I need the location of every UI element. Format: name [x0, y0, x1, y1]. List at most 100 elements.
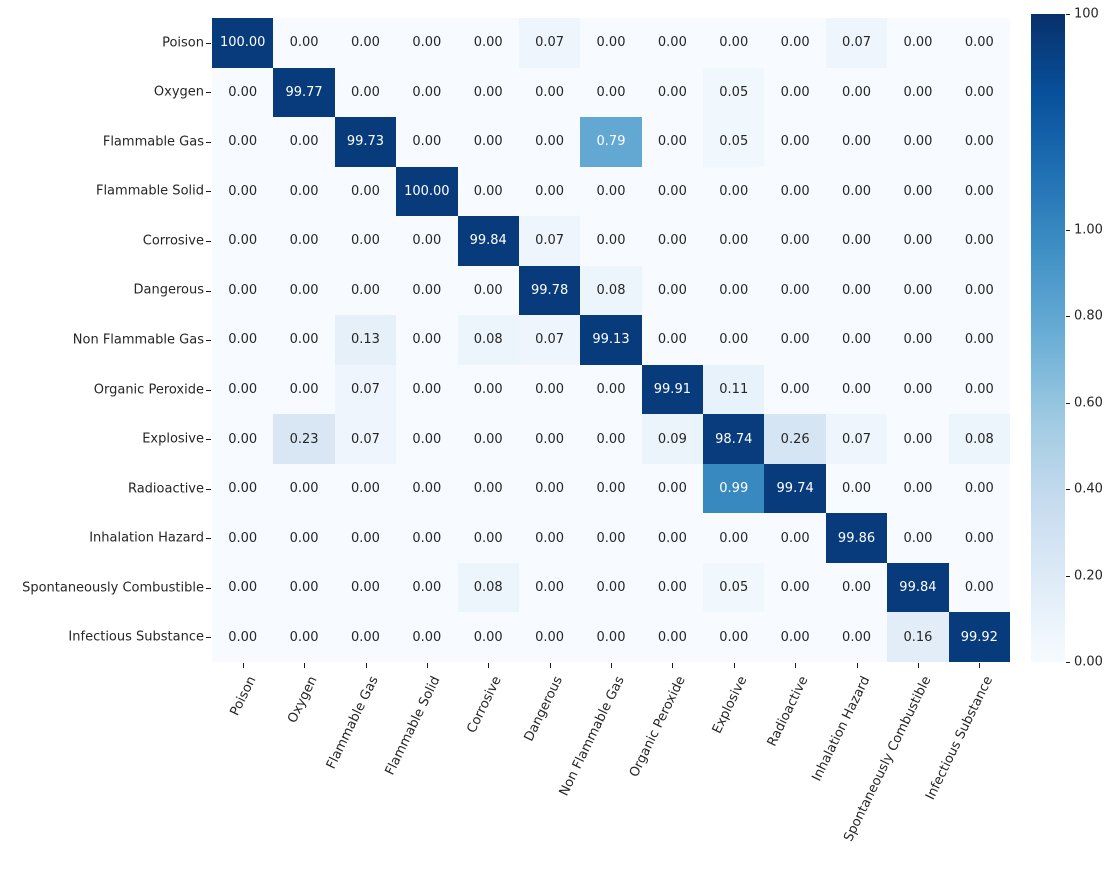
heatmap-cell: 0.00	[887, 414, 949, 464]
heatmap-cell: 0.00	[457, 364, 519, 415]
heatmap-cell: 0.00	[580, 216, 642, 266]
heatmap-cell: 0.00	[887, 67, 949, 118]
x-tick-label: Oxygen	[285, 674, 321, 726]
colorbar-tick-label: 0.40	[1074, 481, 1103, 497]
y-tick	[206, 587, 211, 589]
heatmap-cell: 0.00	[764, 315, 826, 365]
heatmap-cell: 0.00	[825, 166, 888, 217]
heatmap-cell: 0.00	[764, 364, 826, 415]
heatmap-cell: 0.00	[887, 315, 949, 365]
heatmap-cell: 0.00	[703, 612, 765, 662]
heatmap-cell: 0.00	[334, 562, 397, 613]
heatmap-cell: 0.00	[580, 414, 642, 464]
heatmap-cell: 0.00	[273, 117, 335, 167]
heatmap-cell: 0.00	[825, 562, 888, 613]
heatmap-cell: 0.00	[457, 166, 519, 217]
heatmap-cell: 0.00	[518, 463, 581, 514]
heatmap-cell: 0.00	[764, 265, 826, 316]
colorbar-tick	[1066, 575, 1070, 577]
colorbar-tick	[1066, 402, 1070, 404]
x-tick	[917, 663, 919, 668]
heatmap-cell: 0.00	[887, 513, 949, 563]
heatmap-cell: 0.05	[703, 562, 765, 613]
colorbar-tick	[1066, 489, 1070, 491]
colorbar-tick	[1066, 662, 1070, 663]
heatmap-cell: 0.00	[396, 562, 458, 613]
heatmap-cell: 0.00	[273, 463, 335, 514]
y-tick-label: Inhalation Hazard	[89, 530, 204, 546]
y-tick	[206, 340, 211, 341]
heatmap-cell: 0.00	[948, 117, 1010, 167]
heatmap-cell: 0.00	[580, 166, 642, 217]
heatmap-cell: 0.00	[948, 364, 1010, 415]
heatmap-cell: 0.00	[518, 562, 581, 613]
heatmap-cell: 0.08	[457, 315, 519, 365]
heatmap-cell: 0.00	[948, 562, 1010, 613]
heatmap-cell: 0.00	[212, 364, 274, 415]
y-tick	[206, 637, 211, 639]
heatmap-cell: 0.00	[273, 364, 335, 415]
x-tick-label: Explosive	[709, 674, 751, 737]
heatmap-cell: 0.00	[518, 364, 581, 415]
y-tick-label: Non Flammable Gas	[72, 332, 204, 348]
heatmap-cell: 0.00	[212, 414, 274, 464]
heatmap-cell: 0.08	[948, 414, 1010, 464]
heatmap-cell: 0.16	[887, 612, 949, 662]
heatmap-cell: 0.00	[457, 463, 519, 514]
heatmap-cell: 0.00	[457, 414, 519, 464]
y-tick	[206, 191, 211, 193]
heatmap-cell: 0.05	[703, 67, 765, 118]
x-tick-label: Inhalation Hazard	[809, 674, 873, 784]
heatmap-cell: 0.00	[887, 166, 949, 217]
heatmap-cell: 0.00	[273, 265, 335, 316]
heatmap-cell: 0.00	[273, 513, 335, 563]
heatmap-cell: 0.09	[641, 414, 704, 464]
heatmap-cell: 0.00	[396, 265, 458, 316]
x-tick	[611, 663, 612, 668]
heatmap-cell: 0.08	[457, 562, 519, 613]
heatmap-cell: 0.00	[641, 315, 704, 365]
heatmap-cell: 0.00	[948, 265, 1010, 316]
heatmap-cell: 0.00	[580, 612, 642, 662]
heatmap-cell: 0.00	[825, 612, 888, 662]
heatmap-cell: 0.00	[703, 265, 765, 316]
heatmap-cell: 0.00	[641, 513, 704, 563]
y-tick	[206, 389, 211, 391]
heatmap-cell: 0.00	[334, 216, 397, 266]
heatmap-cell: 0.00	[212, 117, 274, 167]
colorbar-tick-label: 0.60	[1074, 395, 1103, 411]
y-tick	[206, 488, 211, 490]
heatmap-cell: 0.00	[212, 612, 274, 662]
heatmap-cell: 0.07	[518, 18, 581, 68]
heatmap-cell: 0.00	[825, 315, 888, 365]
heatmap-cell: 0.08	[580, 265, 642, 316]
heatmap-cell: 0.00	[948, 216, 1010, 266]
heatmap-cell: 100.00	[212, 18, 274, 68]
heatmap-cell: 0.00	[703, 216, 765, 266]
y-tick-label: Spontaneously Combustible	[22, 580, 204, 596]
heatmap-cell: 0.00	[887, 463, 949, 514]
colorbar-gradient	[1031, 14, 1065, 662]
heatmap-cell: 0.00	[273, 562, 335, 613]
heatmap-cell: 0.00	[518, 166, 581, 217]
x-tick-label: Organic Peroxide	[627, 674, 689, 780]
heatmap-cell: 0.26	[764, 414, 826, 464]
heatmap-cell: 0.00	[457, 18, 519, 68]
y-tick-label: Poison	[162, 35, 204, 51]
heatmap-cell: 0.00	[764, 513, 826, 563]
x-tick	[549, 663, 551, 668]
heatmap-grid: 100.00 0.00 0.00 0.00 0.00 0.07 0.00 0.00 0.00 0.…	[212, 18, 1010, 662]
heatmap-cell: 0.00	[396, 67, 458, 118]
heatmap-cell: 0.00	[641, 612, 704, 662]
heatmap-cell: 0.00	[212, 67, 274, 118]
x-tick	[242, 663, 244, 668]
heatmap-cell: 0.00	[518, 513, 581, 563]
heatmap-cell: 0.13	[334, 315, 397, 365]
heatmap-cell: 0.00	[764, 166, 826, 217]
colorbar-tick-label: 0.20	[1074, 568, 1103, 584]
heatmap-cell: 0.00	[273, 166, 335, 217]
y-tick	[206, 439, 211, 441]
y-tick-label: Dangerous	[133, 282, 205, 298]
heatmap-cell: 0.00	[825, 463, 888, 514]
x-tick	[795, 663, 797, 668]
